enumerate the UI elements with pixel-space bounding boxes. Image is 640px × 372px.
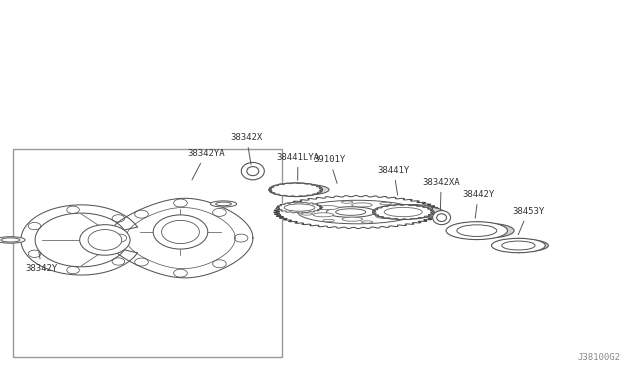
Ellipse shape bbox=[153, 215, 208, 249]
Ellipse shape bbox=[381, 207, 401, 211]
Ellipse shape bbox=[376, 214, 396, 218]
Ellipse shape bbox=[436, 214, 447, 221]
Text: 39101Y: 39101Y bbox=[314, 155, 346, 183]
Ellipse shape bbox=[392, 206, 444, 218]
Ellipse shape bbox=[161, 220, 200, 244]
Ellipse shape bbox=[401, 206, 426, 212]
Ellipse shape bbox=[318, 206, 339, 210]
Text: 38441Y: 38441Y bbox=[378, 166, 410, 195]
Ellipse shape bbox=[276, 202, 323, 213]
Ellipse shape bbox=[394, 217, 406, 219]
Ellipse shape bbox=[351, 203, 372, 207]
Ellipse shape bbox=[1, 238, 20, 242]
Ellipse shape bbox=[247, 167, 259, 176]
Ellipse shape bbox=[274, 196, 440, 228]
Ellipse shape bbox=[500, 240, 548, 251]
Ellipse shape bbox=[341, 201, 353, 203]
Text: 38342YA: 38342YA bbox=[187, 149, 225, 180]
Ellipse shape bbox=[362, 221, 373, 223]
Ellipse shape bbox=[335, 209, 366, 215]
Ellipse shape bbox=[216, 202, 232, 206]
Ellipse shape bbox=[211, 201, 237, 207]
Ellipse shape bbox=[372, 205, 434, 219]
Ellipse shape bbox=[283, 185, 329, 195]
Ellipse shape bbox=[326, 207, 375, 217]
Ellipse shape bbox=[380, 202, 391, 205]
Ellipse shape bbox=[80, 225, 130, 255]
Ellipse shape bbox=[446, 222, 508, 240]
Ellipse shape bbox=[301, 213, 313, 215]
Ellipse shape bbox=[323, 219, 335, 222]
Ellipse shape bbox=[298, 200, 417, 224]
Ellipse shape bbox=[313, 213, 333, 217]
Text: 38453Y: 38453Y bbox=[512, 207, 544, 235]
Ellipse shape bbox=[460, 223, 514, 238]
Ellipse shape bbox=[284, 204, 315, 211]
Text: 38441LYA: 38441LYA bbox=[276, 153, 319, 180]
Ellipse shape bbox=[88, 230, 122, 250]
Text: 38342X: 38342X bbox=[230, 133, 262, 165]
Ellipse shape bbox=[342, 217, 363, 221]
Text: 38342Y: 38342Y bbox=[26, 252, 58, 273]
Ellipse shape bbox=[308, 205, 320, 208]
Ellipse shape bbox=[269, 183, 323, 196]
Ellipse shape bbox=[241, 163, 264, 180]
Text: 38442Y: 38442Y bbox=[462, 190, 494, 218]
Ellipse shape bbox=[433, 211, 451, 225]
Text: J38100G2: J38100G2 bbox=[578, 353, 621, 362]
Text: 38342XA: 38342XA bbox=[422, 178, 460, 209]
Bar bbox=[13, 149, 282, 357]
Ellipse shape bbox=[0, 237, 25, 243]
Ellipse shape bbox=[401, 209, 413, 211]
Ellipse shape bbox=[492, 238, 545, 253]
Ellipse shape bbox=[394, 205, 433, 214]
